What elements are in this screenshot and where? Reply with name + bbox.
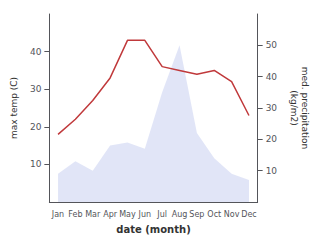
svg-text:20: 20 — [30, 122, 42, 132]
svg-text:Sep: Sep — [189, 210, 204, 219]
svg-text:30: 30 — [266, 103, 278, 113]
svg-text:Feb: Feb — [68, 210, 82, 219]
svg-text:Oct: Oct — [207, 210, 221, 219]
svg-text:10: 10 — [30, 159, 42, 169]
svg-text:30: 30 — [30, 84, 42, 94]
svg-text:Jun: Jun — [138, 210, 152, 219]
svg-text:Mar: Mar — [85, 210, 101, 219]
svg-text:Jul: Jul — [156, 210, 167, 219]
svg-text:med. precipitation: med. precipitation — [300, 67, 310, 149]
svg-text:date (month): date (month) — [116, 224, 190, 235]
svg-text:May: May — [119, 210, 136, 219]
svg-text:40: 40 — [266, 72, 278, 82]
svg-text:Dec: Dec — [241, 210, 256, 219]
svg-text:Jan: Jan — [51, 210, 64, 219]
svg-text:20: 20 — [266, 134, 278, 144]
svg-text:40: 40 — [30, 47, 42, 57]
svg-text:Apr: Apr — [103, 210, 118, 219]
svg-text:Aug: Aug — [172, 210, 188, 219]
svg-text:10: 10 — [266, 166, 278, 176]
svg-text:50: 50 — [266, 40, 278, 50]
svg-text:Nov: Nov — [224, 210, 240, 219]
svg-text:max temp (C): max temp (C) — [9, 77, 19, 139]
svg-text:(kg/m2): (kg/m2) — [289, 90, 299, 125]
